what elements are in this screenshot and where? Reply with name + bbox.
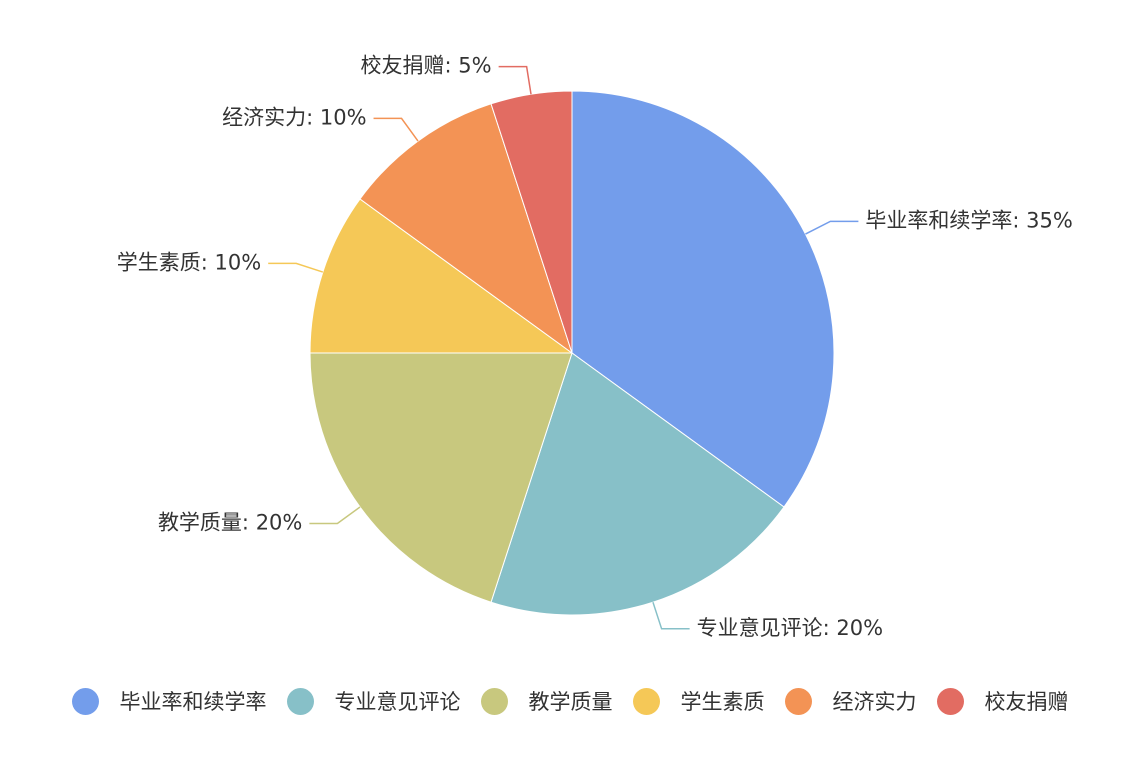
legend-item-graduation[interactable]: 毕业率和续学率	[71, 686, 267, 716]
pie-slice-teaching[interactable]	[309, 352, 573, 603]
slice-label-alumni: 校友捐赠: 5%	[361, 54, 492, 78]
legend-dot-icon	[71, 687, 99, 715]
legend-item-alumni[interactable]: 校友捐赠	[936, 686, 1069, 716]
legend-dot-icon	[286, 687, 314, 715]
legend-dot-icon	[936, 687, 964, 715]
pie-slice-economy[interactable]	[359, 103, 573, 355]
slice-label-economy: 经济实力: 10%	[222, 105, 366, 129]
legend-item-review[interactable]: 专业意见评论	[286, 686, 461, 716]
legend-dot-icon	[784, 687, 812, 715]
leader-line-students	[268, 262, 324, 273]
legend-label: 毕业率和续学率	[119, 690, 267, 714]
leader-line-teaching	[309, 506, 361, 525]
slice-label-students: 学生素质: 10%	[117, 250, 261, 274]
legend-item-teaching[interactable]: 教学质量	[480, 686, 613, 716]
leader-line-alumni	[498, 65, 532, 95]
legend-item-students[interactable]: 学生素质	[632, 686, 765, 716]
legend-label: 校友捐赠	[984, 690, 1069, 714]
legend-item-economy[interactable]: 经济实力	[784, 686, 917, 716]
legend-dot-icon	[632, 687, 660, 715]
leader-line-economy	[373, 117, 419, 142]
pie-chart: 毕业率和续学率: 35% 专业意见评论: 20% 教学质量: 20% 学生素质: 10…	[117, 54, 1073, 640]
pie-slice-alumni[interactable]	[490, 90, 573, 354]
slice-label-teaching: 教学质量: 20%	[158, 510, 302, 534]
legend-label: 学生素质	[680, 690, 765, 714]
legend-label: 教学质量	[528, 690, 613, 714]
leader-line-review	[652, 601, 690, 630]
pie-slice-graduation[interactable]	[571, 90, 835, 508]
legend-label: 专业意见评论	[334, 690, 461, 714]
legend-dot-icon	[480, 687, 508, 715]
slice-label-graduation: 毕业率和续学率: 35%	[865, 208, 1072, 232]
legend: 毕业率和续学率 专业意见评论 教学质量 学生素质 经济实力 校友捐赠	[0, 681, 1140, 721]
leader-line-graduation	[805, 220, 859, 235]
legend-label: 经济实力	[832, 690, 917, 714]
pie-slice-review[interactable]	[490, 352, 785, 616]
pie-slice-students[interactable]	[309, 198, 574, 354]
slice-label-review: 专业意见评论: 20%	[697, 616, 883, 640]
